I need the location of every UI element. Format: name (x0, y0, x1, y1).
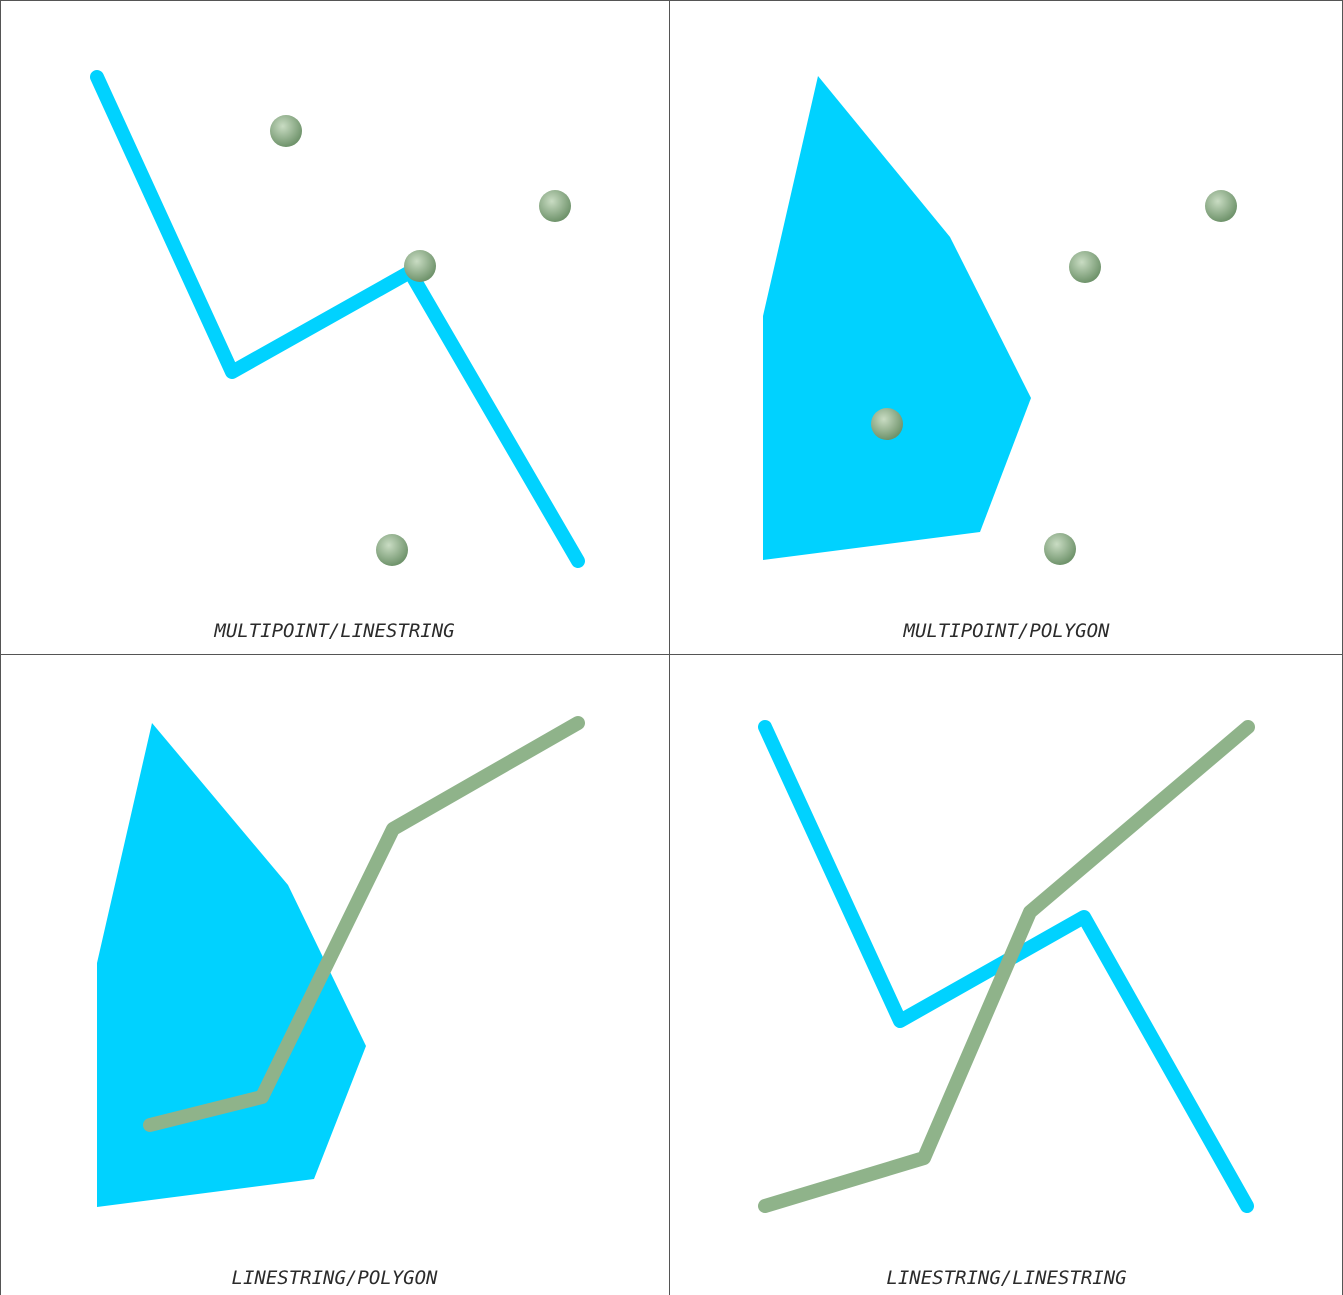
linestring-geometry-b (143, 716, 585, 1132)
panel-linestring-polygon: LINESTRING/POLYGON (0, 655, 669, 1295)
geometry-canvas (758, 720, 1255, 1213)
caption-separator: / (328, 620, 341, 642)
caption-left-type: LINESTRING (231, 1267, 346, 1289)
panel-caption: MULTIPOINT/LINESTRING (0, 620, 669, 642)
panel-linestring-linestring: LINESTRING/LINESTRING (670, 655, 1343, 1295)
point-geometry-b (1205, 190, 1237, 222)
geometry-a-layer (97, 723, 366, 1207)
point-geometry-b (270, 115, 302, 147)
panel-caption: LINESTRING/LINESTRING (670, 1267, 1343, 1289)
polygon-geometry-a (763, 76, 1031, 560)
geometry-b-layer (758, 720, 1255, 1213)
border-left (0, 0, 1, 1295)
point-geometry-b (404, 250, 436, 282)
panel-caption: LINESTRING/POLYGON (0, 1267, 669, 1289)
divider-horizontal (0, 654, 1343, 655)
caption-right-type: LINESTRING (1012, 1267, 1127, 1289)
geometry-a-layer (763, 76, 1031, 560)
point-geometry-b (1044, 533, 1076, 565)
caption-separator: / (1000, 1267, 1013, 1289)
caption-separator: / (345, 1267, 358, 1289)
geometry-a-layer (90, 70, 585, 568)
geometry-canvas (97, 716, 585, 1207)
panel-multipoint-polygon: MULTIPOINT/POLYGON (670, 0, 1343, 654)
geometry-a-layer (758, 720, 1254, 1213)
point-geometry-b (1069, 251, 1101, 283)
border-top (0, 0, 1343, 1)
panel-multipoint-linestring: MULTIPOINT/LINESTRING (0, 0, 669, 654)
caption-left-type: LINESTRING (886, 1267, 1001, 1289)
geometry-b-layer (143, 716, 585, 1132)
linestring-geometry-a (90, 70, 585, 568)
polygon-geometry-a (97, 723, 366, 1207)
linestring-geometry-a (758, 720, 1254, 1213)
point-geometry-b (871, 408, 903, 440)
geometry-canvas (763, 76, 1237, 565)
caption-left-type: MULTIPOINT (214, 620, 329, 642)
caption-separator: / (1017, 620, 1030, 642)
panel-caption: MULTIPOINT/POLYGON (670, 620, 1343, 642)
point-geometry-b (376, 534, 408, 566)
caption-right-type: POLYGON (1029, 620, 1110, 642)
caption-right-type: LINESTRING (340, 620, 455, 642)
geometry-b-layer (270, 115, 571, 566)
geometry-canvas (90, 70, 585, 568)
point-geometry-b (539, 190, 571, 222)
caption-left-type: MULTIPOINT (903, 620, 1018, 642)
linestring-geometry-b (758, 720, 1255, 1213)
geometry-b-layer (871, 190, 1237, 565)
divider-vertical (669, 0, 670, 1295)
caption-right-type: POLYGON (357, 1267, 438, 1289)
